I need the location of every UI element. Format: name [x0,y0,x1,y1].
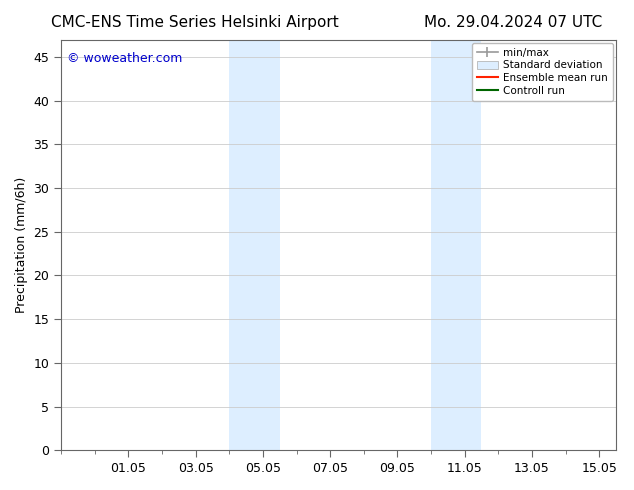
Text: Mo. 29.04.2024 07 UTC: Mo. 29.04.2024 07 UTC [424,15,602,30]
Text: CMC-ENS Time Series Helsinki Airport: CMC-ENS Time Series Helsinki Airport [51,15,339,30]
Bar [230,40,280,450]
Y-axis label: Precipitation (mm/6h): Precipitation (mm/6h) [15,177,28,313]
Legend: min/max, Standard deviation, Ensemble mean run, Controll run: min/max, Standard deviation, Ensemble me… [472,43,613,101]
Bar [431,40,481,450]
Text: © woweather.com: © woweather.com [67,52,182,65]
